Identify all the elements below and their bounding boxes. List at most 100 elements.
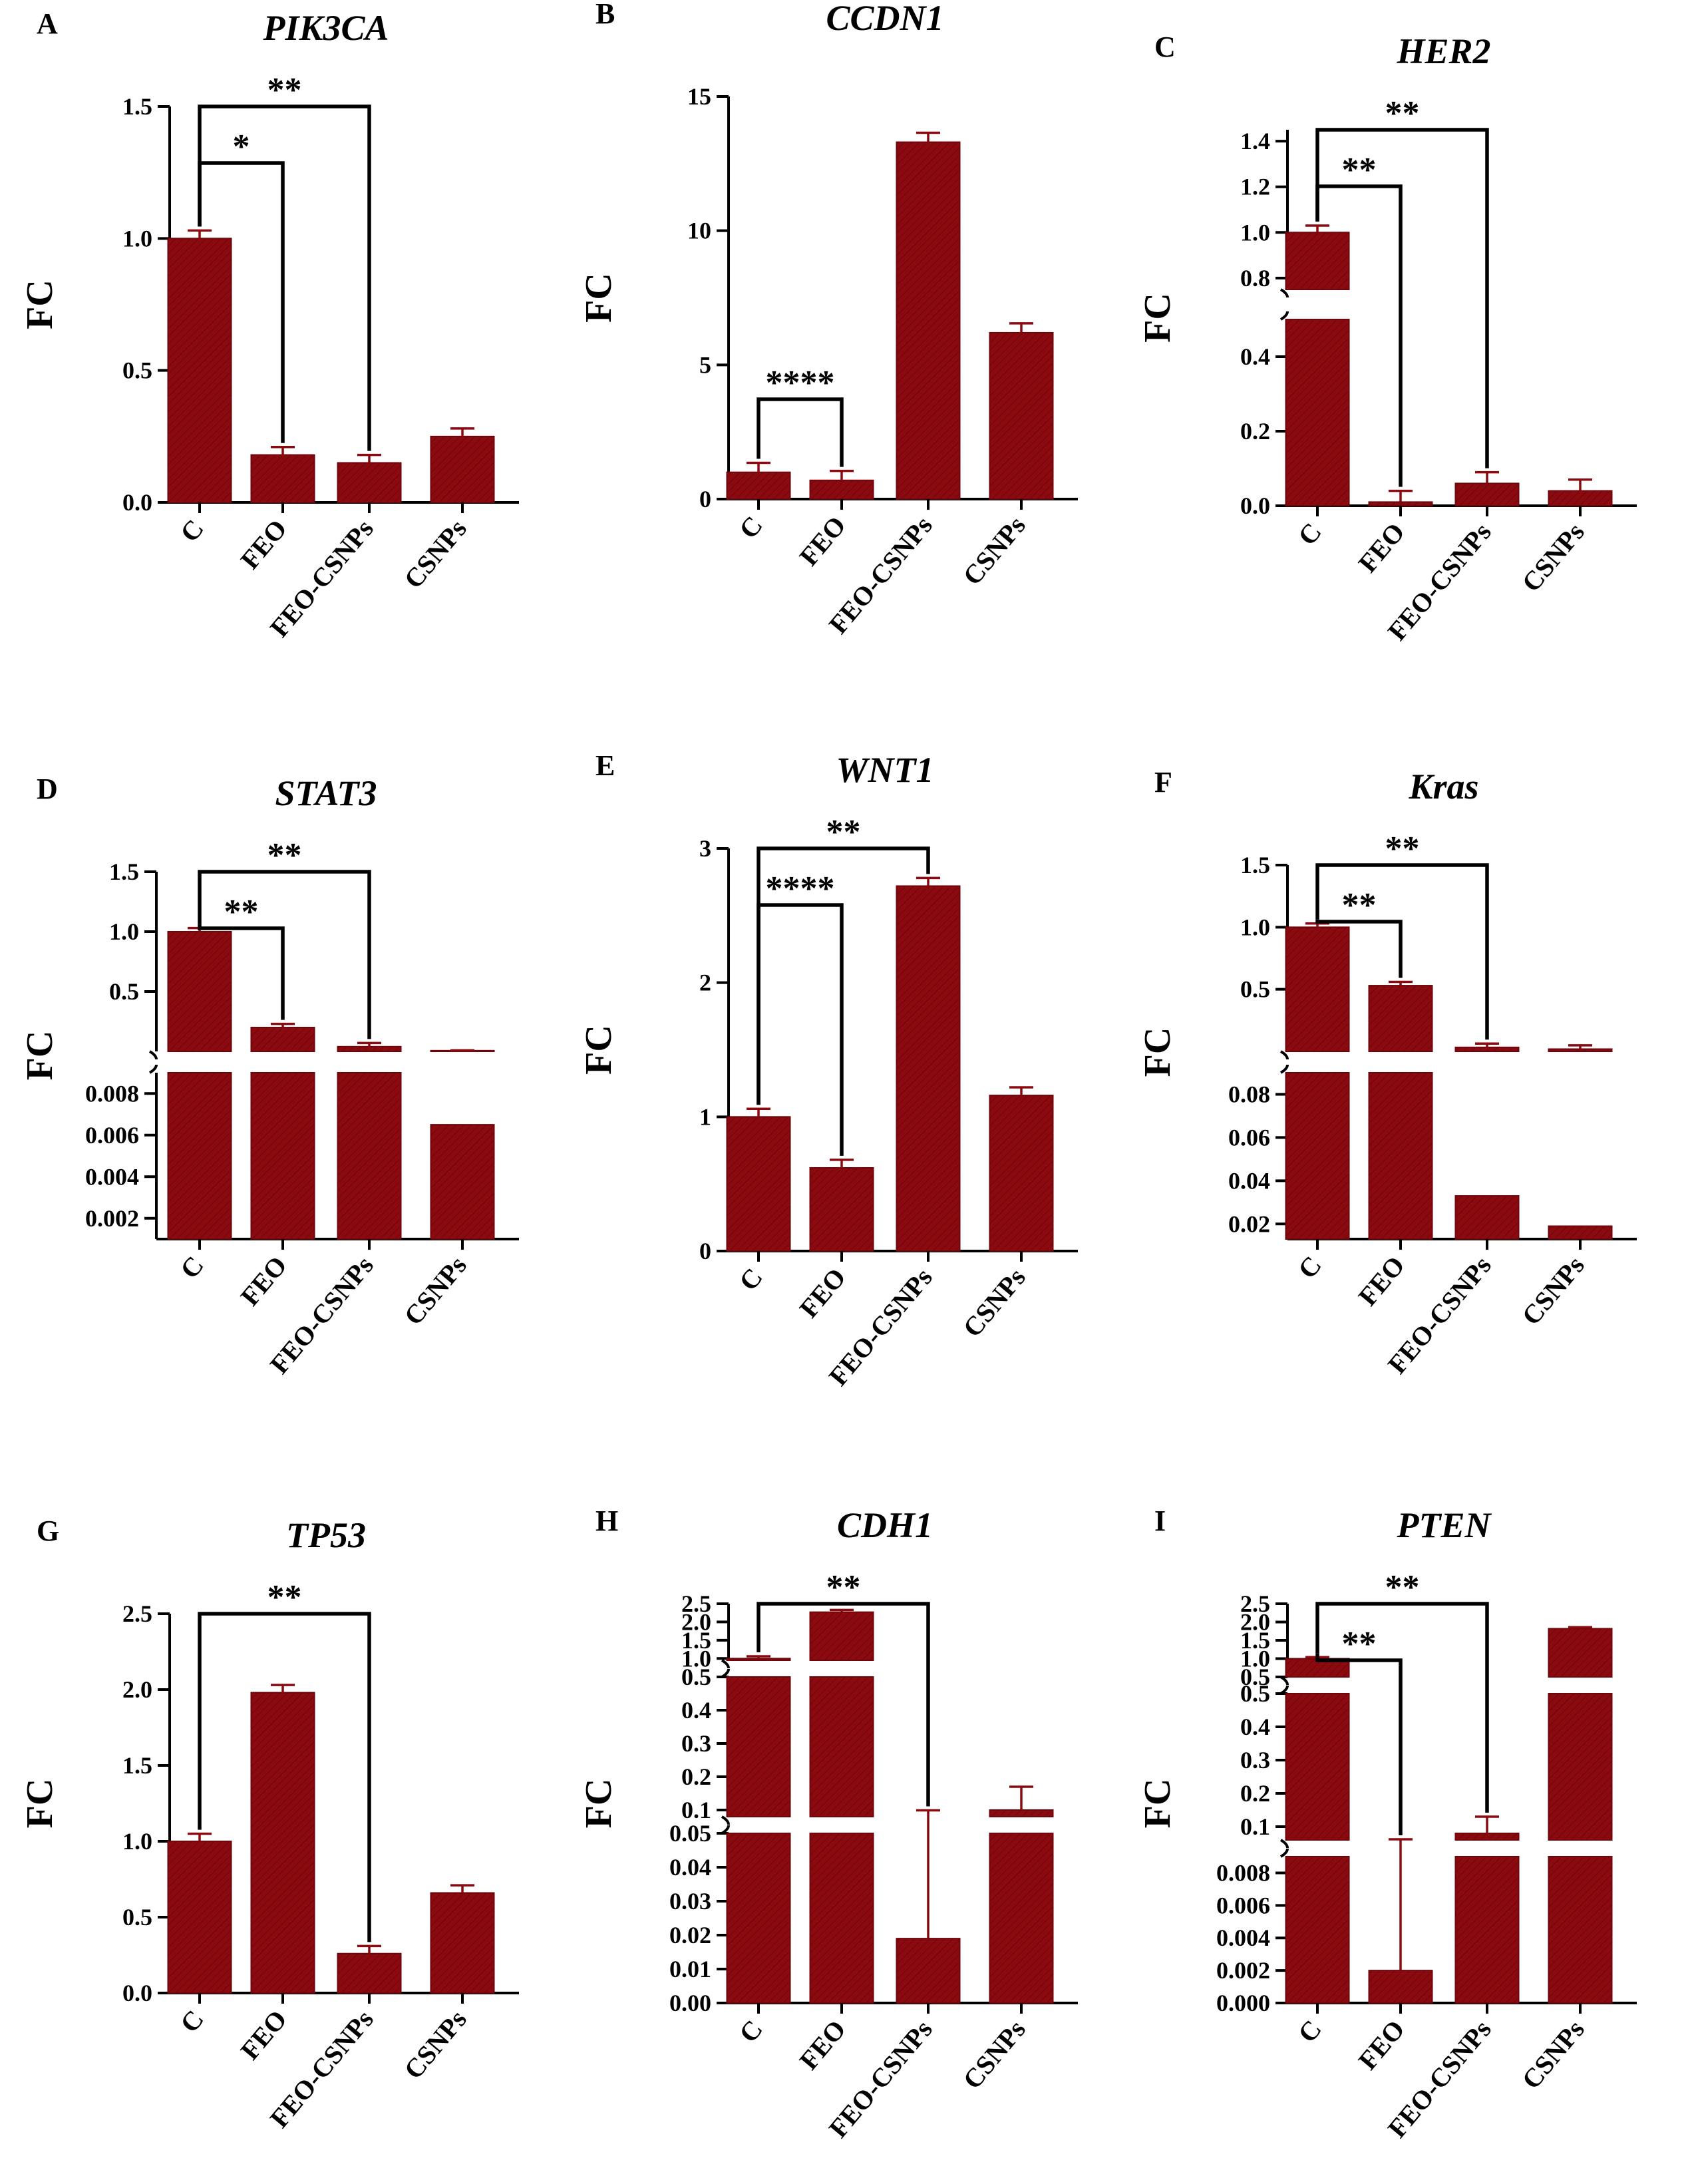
chart-title: TP53 — [286, 1515, 366, 1555]
chart-title: PTEN — [1397, 1505, 1492, 1545]
y-tick-label: 1.0 — [1240, 219, 1270, 246]
error-bar — [1475, 1815, 1499, 1833]
significance-bracket — [1315, 919, 1403, 978]
x-tick-label: FEO — [1353, 2014, 1411, 2076]
error-bar — [1475, 1042, 1499, 1047]
y-tick-label: 0.4 — [1240, 343, 1270, 370]
y-tick-label: 0.002 — [85, 1205, 139, 1232]
y-tick-label: 1.5 — [681, 1627, 711, 1654]
chart-title: STAT3 — [275, 773, 377, 813]
error-bar — [747, 1655, 770, 1659]
x-tick-label: CSNPs — [1516, 517, 1590, 598]
significance-label: ** — [1385, 1568, 1420, 1606]
panel-letter: D — [37, 773, 58, 805]
y-tick-label: 0.4 — [681, 1697, 711, 1724]
chart-title: PIK3CA — [262, 8, 389, 48]
significance-bracket — [198, 1612, 371, 1942]
y-tick-label: 0.02 — [669, 1922, 711, 1948]
y-tick-label: 2.5 — [122, 1600, 152, 1627]
y-tick-label: 5 — [699, 351, 711, 378]
error-bar — [1568, 1044, 1592, 1049]
bar-c — [167, 1841, 232, 1994]
significance-label: ** — [267, 1578, 302, 1616]
bar-c — [1285, 232, 1350, 290]
significance-bracket — [1315, 128, 1489, 468]
bar-feo-csnps — [337, 1072, 402, 1240]
significance-label: ** — [1342, 886, 1377, 924]
significance-label: **** — [766, 870, 835, 908]
x-tick-label: FEO — [794, 510, 852, 572]
y-tick-label: 1.5 — [1240, 852, 1270, 878]
bar-c — [726, 471, 791, 500]
error-bar — [916, 1809, 940, 1939]
y-tick-label: 3 — [699, 835, 711, 862]
y-tick-label: 0.006 — [85, 1122, 139, 1149]
y-tick-label: 1 — [699, 1103, 711, 1130]
x-tick-label: FEO — [235, 514, 293, 575]
panel-i: I PTEN FC 0.000 0.002 0.004 0.006 0.008 0.1 0.2 0.… — [1137, 1505, 1637, 2143]
error-bar — [1305, 224, 1329, 233]
significance-bracket — [757, 1602, 930, 1807]
axis-break-mark — [1279, 311, 1289, 321]
error-bar — [271, 445, 295, 455]
panel-letter: C — [1154, 31, 1176, 63]
error-bar — [357, 1041, 381, 1047]
bar-feo — [1368, 501, 1433, 507]
significance-bracket — [757, 397, 844, 467]
y-tick-label: 1.5 — [122, 93, 152, 120]
y-tick-label: 1.5 — [109, 858, 139, 885]
y-tick-label: 0.04 — [1228, 1167, 1270, 1194]
error-bar — [357, 1944, 381, 1954]
x-tick-label: FEO — [1353, 517, 1411, 578]
y-tick-label: 2.0 — [122, 1676, 152, 1703]
significance-bracket — [1315, 863, 1489, 1040]
bar-c — [726, 1658, 791, 1661]
bar-feo — [250, 1072, 315, 1240]
y-tick-label: 1.5 — [1240, 1627, 1270, 1654]
error-bar — [450, 427, 474, 437]
bar-c — [726, 1116, 791, 1252]
error-bar — [271, 1022, 295, 1027]
x-tick-label: C — [174, 1250, 210, 1284]
y-tick-label: 0.002 — [1216, 1957, 1270, 1984]
y-tick-label: 0 — [699, 1238, 711, 1264]
y-tick-label: 15 — [687, 83, 711, 110]
panel-letter: H — [595, 1505, 618, 1537]
significance-bracket — [198, 104, 371, 451]
bar-c — [726, 1833, 791, 2004]
bar-c — [167, 931, 232, 1052]
y-tick-label: 0.008 — [85, 1080, 139, 1107]
y-tick-label: 2.0 — [1240, 1609, 1270, 1636]
y-tick-label: 2 — [699, 970, 711, 996]
y-tick-label: 1.0 — [1240, 914, 1270, 940]
x-tick-label: C — [733, 510, 768, 544]
bar-csnps — [989, 1095, 1054, 1252]
bar-csnps — [430, 1124, 495, 1240]
bar-csnps — [1548, 1693, 1613, 1841]
panel-letter: E — [595, 749, 615, 782]
bar-feo — [250, 1692, 315, 1994]
y-tick-label: 1.0 — [122, 225, 152, 252]
error-bar — [1009, 1785, 1033, 1810]
y-tick-label: 0.5 — [122, 1904, 152, 1930]
error-bar — [830, 469, 854, 480]
x-tick-label: FEO — [1353, 1250, 1411, 1312]
y-tick-label: 1.0 — [1240, 1646, 1270, 1672]
y-axis-label: FC — [578, 273, 619, 323]
axis-break-mark — [1279, 1676, 1289, 1686]
bar-feo-csnps — [896, 141, 961, 500]
bar-csnps — [430, 435, 495, 503]
error-bar — [1389, 1838, 1413, 1971]
y-tick-label: 0.008 — [1216, 1859, 1270, 1886]
bar-feo-csnps — [1454, 1833, 1520, 1841]
y-tick-label: 0.05 — [669, 1820, 711, 1847]
x-tick-label: C — [733, 2014, 768, 2048]
y-tick-label: 0.4 — [1240, 1714, 1270, 1740]
bar-feo — [1368, 1970, 1433, 2004]
y-tick-label: 1.2 — [1240, 174, 1270, 200]
y-tick-label: 0.0 — [122, 489, 152, 516]
y-tick-label: 1.5 — [122, 1752, 152, 1779]
